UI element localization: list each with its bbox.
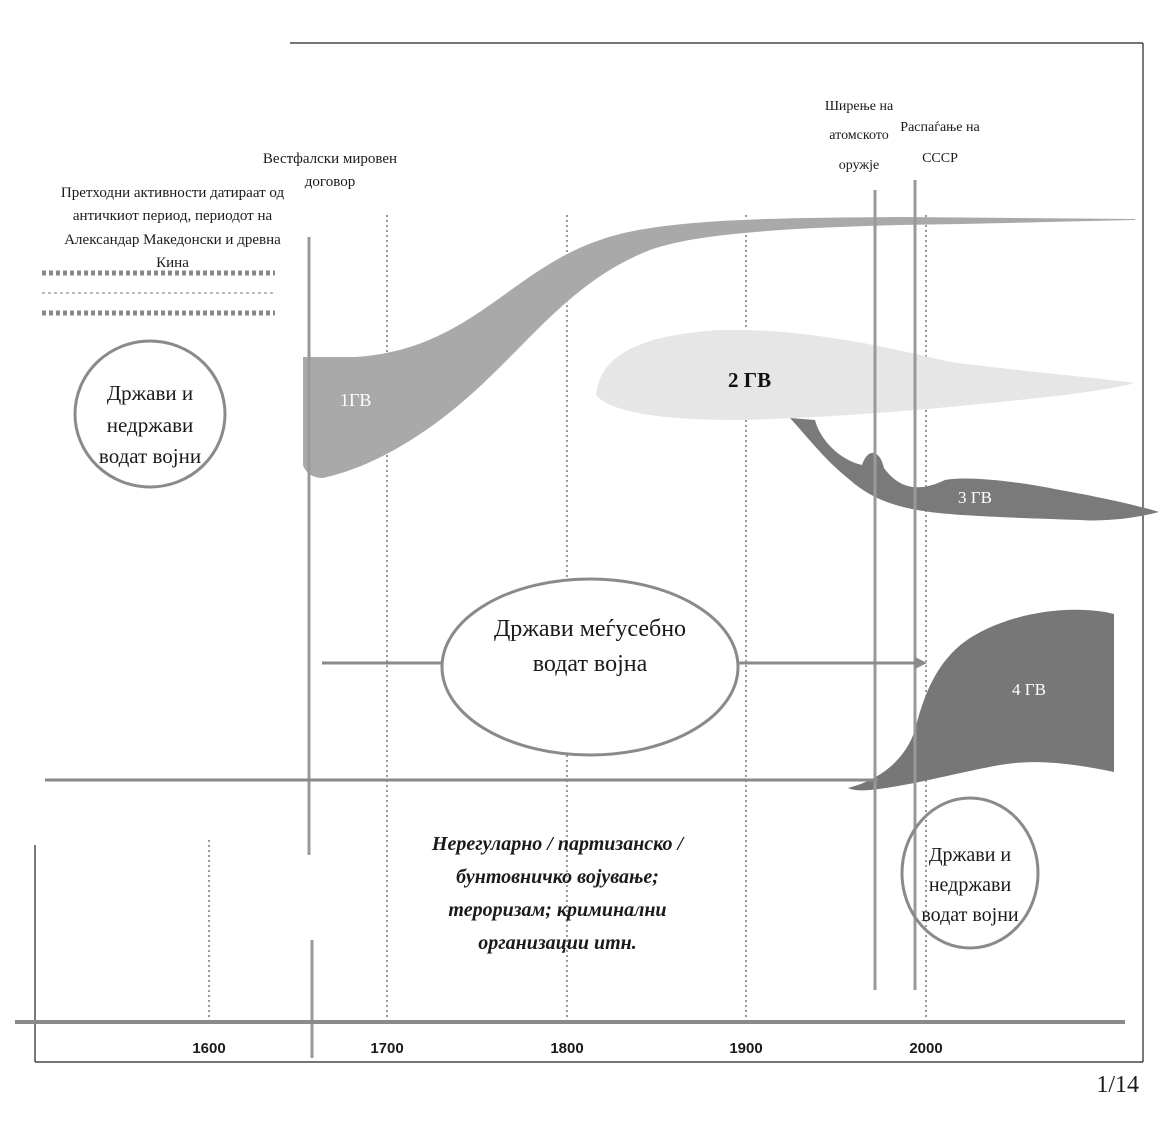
tick-label: 1800 xyxy=(550,1040,584,1057)
oval-right-text: Држави и недржави водат војни xyxy=(921,844,1019,926)
oval-center xyxy=(440,577,740,757)
irregular-warfare-text: Нерегуларно / партизанско / бунтовничко … xyxy=(431,833,684,954)
nuclear-label: Ширење на атомското оружје xyxy=(824,99,894,173)
westphalia-label: Вестфалски мировен договор xyxy=(262,151,398,191)
era-2gv-label: 2 ГВ xyxy=(728,368,772,392)
oval-right xyxy=(900,796,1040,950)
oval-center-text: Држави меѓусебно водат војна xyxy=(493,616,687,677)
era-2gv-shape xyxy=(596,329,1135,420)
tick-label: 1700 xyxy=(370,1040,404,1057)
ussr-label: Распаѓање на СССР xyxy=(900,120,980,166)
oval-left-text: Држави и недржави водат војни xyxy=(98,381,202,468)
era-1gv-shape xyxy=(303,217,1135,478)
dotted-decoration xyxy=(42,270,275,316)
era-4gv-shape xyxy=(848,609,1114,791)
page-number: 1/14 xyxy=(1096,1072,1139,1098)
tick-label: 2000 xyxy=(909,1040,943,1057)
states-arrow-head xyxy=(915,657,927,669)
tick-label: 1600 xyxy=(192,1040,226,1057)
era-4gv-label: 4 ГВ xyxy=(1012,680,1046,699)
tick-label: 1900 xyxy=(729,1040,763,1057)
era-3gv-shape xyxy=(790,418,1159,521)
century-gridlines xyxy=(208,215,927,1020)
oval-left xyxy=(73,339,227,489)
era-1gv-label: 1ГВ xyxy=(340,390,372,410)
era-3gv-label: 3 ГВ xyxy=(958,488,992,507)
prior-activities-label: Претходни активности датираат од антички… xyxy=(60,185,285,271)
